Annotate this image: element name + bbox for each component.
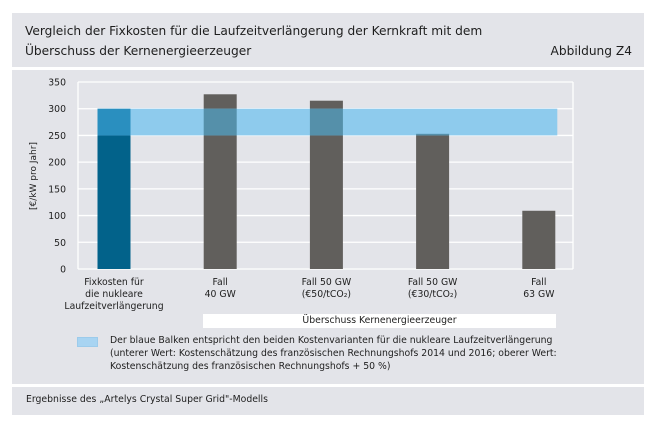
x-tick-label-line: (€50/tCO₂) bbox=[302, 289, 351, 300]
bar-fixcost bbox=[97, 135, 131, 269]
y-tick-label: 200 bbox=[48, 158, 66, 169]
bar-surplus bbox=[416, 133, 450, 269]
legend-swatch-band bbox=[77, 337, 98, 347]
x-tick-label-line: (€30/tCO₂) bbox=[408, 289, 457, 300]
y-tick-labels: 0 50 100 150 200 250 300 350 bbox=[48, 78, 66, 276]
source-note: Ergebnisse des „Artelys Crystal Super Gr… bbox=[26, 394, 268, 405]
x-tick-label-line: die nukleare bbox=[85, 289, 143, 300]
category-group-label: Überschuss Kernenergieerzeuger bbox=[203, 314, 556, 328]
band-overlap bbox=[416, 133, 450, 136]
y-axis-label: [€/kW pro Jahr] bbox=[29, 142, 39, 210]
y-tick-label: 150 bbox=[48, 184, 66, 195]
legend-text: Der blaue Balken entspricht den beiden K… bbox=[110, 335, 557, 372]
y-tick-label: 350 bbox=[48, 78, 66, 89]
band-overlap bbox=[309, 108, 343, 136]
y-tick-label: 250 bbox=[48, 131, 66, 142]
x-tick-label-line: 40 GW bbox=[205, 289, 236, 300]
x-tick-label: Fall 63 GW bbox=[523, 277, 554, 300]
footer-panel: Ergebnisse des „Artelys Crystal Super Gr… bbox=[12, 387, 644, 415]
x-tick-label-line: Fall bbox=[531, 277, 546, 288]
x-tick-label: Fall 50 GW (€50/tCO₂) bbox=[302, 277, 352, 300]
x-tick-label-line: Fall bbox=[213, 277, 228, 288]
y-tick-label: 100 bbox=[48, 211, 66, 222]
band-overlap bbox=[203, 108, 237, 136]
x-tick-label: Fixkosten für die nukleare Laufzeitverläng… bbox=[64, 277, 163, 312]
x-tick-label-line: Fixkosten für bbox=[84, 277, 144, 288]
x-tick-label-line: Fall 50 GW bbox=[408, 277, 458, 288]
x-tick-labels: Fixkosten für die nukleare Laufzeitverläng… bbox=[64, 277, 554, 312]
x-tick-label-line: 63 GW bbox=[523, 289, 554, 300]
y-tick-label: 50 bbox=[54, 238, 66, 249]
y-tick-label: 0 bbox=[60, 265, 66, 276]
x-tick-label-line: Fall 50 GW bbox=[302, 277, 352, 288]
fixcost-upper-segment bbox=[97, 108, 131, 136]
header-panel: Vergleich der Fixkosten für die Laufzeit… bbox=[12, 13, 644, 67]
y-tick-label: 300 bbox=[48, 104, 66, 115]
bar-surplus bbox=[522, 210, 556, 269]
x-tick-label: Fall 40 GW bbox=[205, 277, 236, 300]
chart-title: Vergleich der Fixkosten für die Laufzeit… bbox=[25, 24, 483, 58]
x-tick-label: Fall 50 GW (€30/tCO₂) bbox=[408, 277, 458, 300]
figure-label: Abbildung Z4 bbox=[550, 44, 632, 58]
cost-band bbox=[97, 108, 558, 136]
x-tick-label-line: Laufzeitverlängerung bbox=[64, 301, 163, 312]
